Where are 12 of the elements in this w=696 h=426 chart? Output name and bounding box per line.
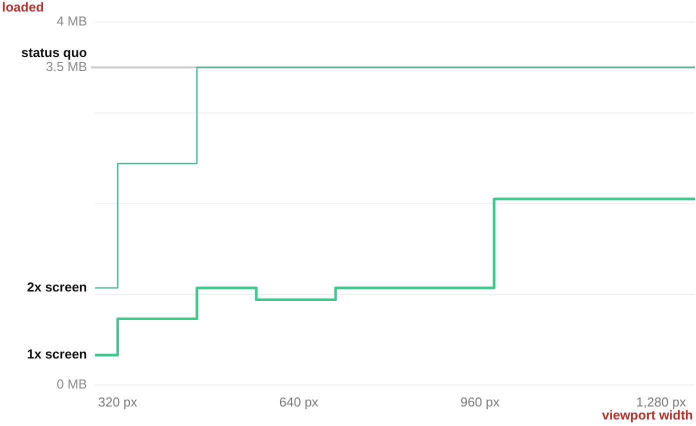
x-tick-label: 320 px — [98, 394, 138, 410]
x-axis-title: viewport width — [602, 408, 694, 423]
y-tick-label: 3.5 MB — [46, 58, 87, 74]
x-tick-label: 1,280 px — [636, 394, 686, 410]
series-label: 2x screen — [27, 279, 88, 294]
x-tick-label: 960 px — [460, 394, 500, 410]
y-axis-title: loaded — [2, 0, 44, 15]
ref-line-label: status quo — [21, 44, 88, 60]
y-tick-label: 0 MB — [56, 376, 87, 392]
y-tick-label: 4 MB — [56, 14, 87, 29]
series-label: 1x screen — [27, 346, 88, 362]
x-tick-label: 640 px — [279, 394, 319, 410]
